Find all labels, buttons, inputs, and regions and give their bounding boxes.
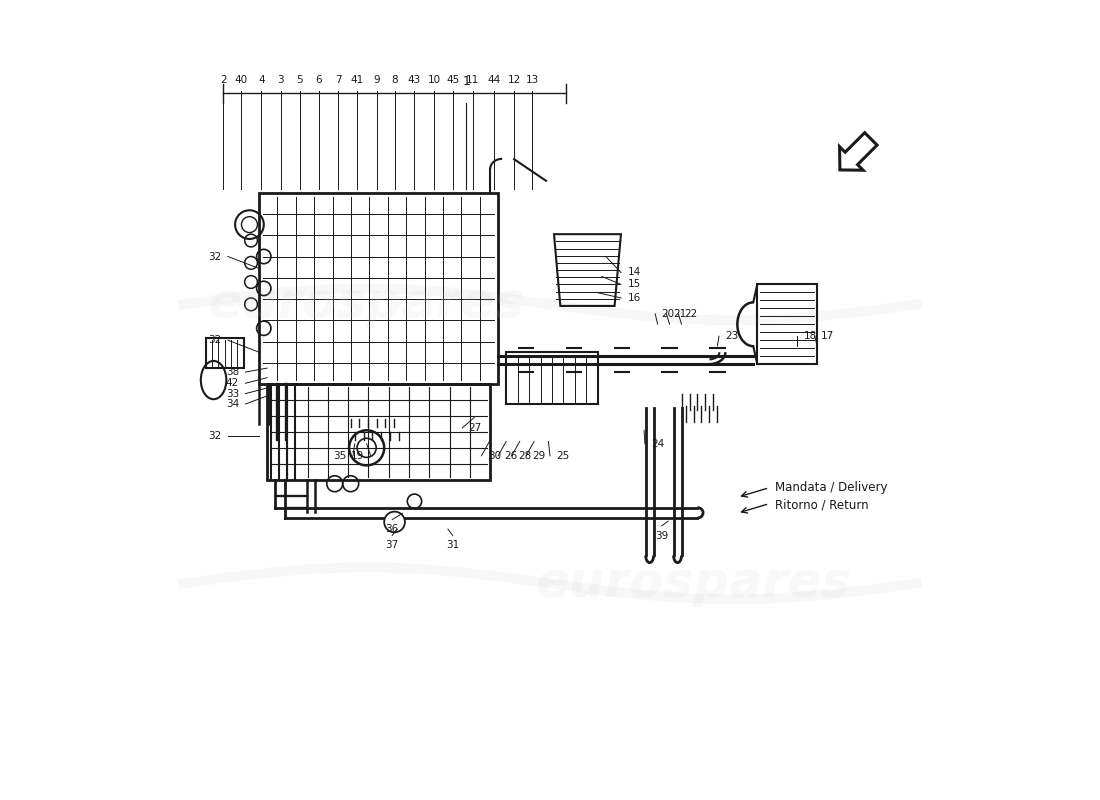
Text: 23: 23 — [725, 331, 738, 342]
Text: 18: 18 — [803, 331, 817, 342]
Text: Ritorno / Return: Ritorno / Return — [774, 498, 868, 512]
Text: 15: 15 — [627, 279, 640, 290]
Text: 38: 38 — [226, 367, 239, 377]
Text: 32: 32 — [208, 251, 221, 262]
Text: 2: 2 — [220, 74, 227, 85]
Text: 25: 25 — [557, 451, 570, 461]
Text: 1: 1 — [462, 74, 470, 88]
Text: 42: 42 — [226, 378, 239, 388]
Circle shape — [384, 512, 405, 532]
Text: 24: 24 — [651, 439, 664, 449]
Text: Mandata / Delivery: Mandata / Delivery — [774, 481, 888, 494]
Text: 21: 21 — [673, 309, 686, 319]
Text: 41: 41 — [351, 74, 364, 85]
Text: 17: 17 — [821, 331, 834, 342]
Bar — [267, 384, 491, 480]
Text: eurospares: eurospares — [209, 280, 525, 328]
Text: 36: 36 — [385, 524, 399, 534]
Text: 12: 12 — [507, 74, 520, 85]
Text: 34: 34 — [226, 399, 239, 409]
Text: 14: 14 — [627, 267, 640, 278]
Text: 31: 31 — [447, 540, 460, 550]
Text: 35: 35 — [333, 451, 346, 461]
Text: 6: 6 — [316, 74, 322, 85]
Text: 28: 28 — [518, 451, 531, 461]
Text: 43: 43 — [408, 74, 421, 85]
Text: 33: 33 — [226, 389, 239, 398]
Text: 8: 8 — [392, 74, 398, 85]
Text: 4: 4 — [258, 74, 265, 85]
Text: 30: 30 — [487, 451, 500, 461]
Text: 29: 29 — [532, 451, 546, 461]
Text: 32: 32 — [208, 335, 221, 346]
Polygon shape — [839, 133, 877, 170]
Text: 37: 37 — [385, 540, 399, 550]
Text: 7: 7 — [334, 74, 341, 85]
Bar — [206, 338, 244, 368]
Text: 16: 16 — [627, 293, 640, 303]
Text: 27: 27 — [469, 423, 482, 433]
Text: 32: 32 — [208, 431, 221, 441]
Text: 9: 9 — [374, 74, 381, 85]
Bar — [258, 193, 498, 384]
Text: 39: 39 — [654, 530, 668, 541]
Text: 5: 5 — [296, 74, 303, 85]
Text: 19: 19 — [351, 451, 364, 461]
Text: 44: 44 — [487, 74, 500, 85]
Text: 3: 3 — [277, 74, 284, 85]
Text: 22: 22 — [684, 309, 699, 319]
Text: 45: 45 — [447, 74, 460, 85]
Text: 26: 26 — [505, 451, 518, 461]
Bar — [757, 285, 817, 364]
Text: 20: 20 — [661, 309, 674, 319]
Text: 13: 13 — [526, 74, 539, 85]
Text: eurospares: eurospares — [536, 559, 851, 607]
Text: 11: 11 — [466, 74, 480, 85]
Text: 40: 40 — [234, 74, 248, 85]
Bar — [506, 352, 597, 404]
Text: 10: 10 — [428, 74, 441, 85]
